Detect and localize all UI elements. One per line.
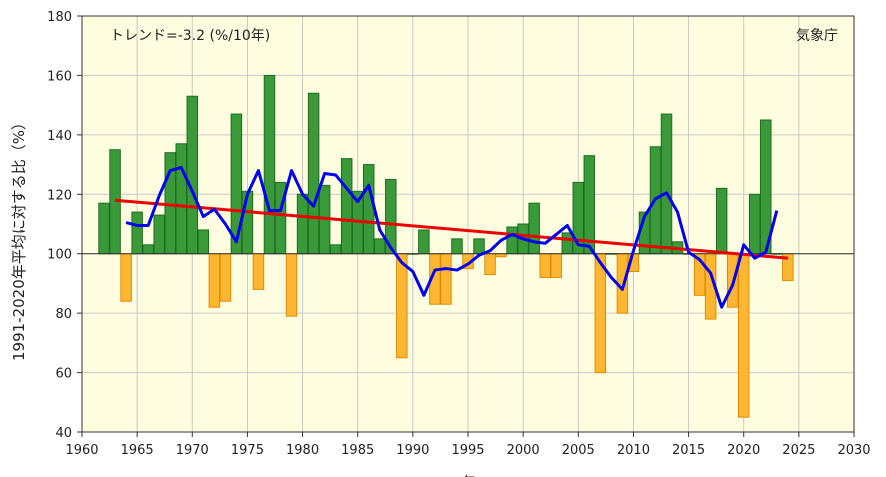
y-tick-label: 80 [55, 307, 72, 322]
x-tick-label: 1980 [286, 443, 319, 458]
bar-1964 [120, 253, 132, 302]
x-tick-label: 2030 [837, 443, 870, 458]
bar-1965 [131, 211, 143, 255]
x-tick-label: 2020 [727, 443, 760, 458]
y-tick-label: 120 [47, 188, 72, 203]
bar-1991 [418, 229, 430, 255]
y-tick-label: 140 [47, 129, 72, 144]
bar-2001 [528, 202, 540, 255]
bar-1996 [473, 238, 485, 255]
x-tick-label: 2025 [782, 443, 815, 458]
bar-1983 [329, 244, 342, 255]
bar-1980 [296, 193, 309, 255]
x-tick-label: 1970 [176, 443, 209, 458]
trend-annotation: トレンド=-3.2 (%/10年) [110, 28, 270, 44]
y-tick-label: 40 [55, 426, 72, 441]
bar-1971 [197, 229, 210, 255]
bar-2002 [539, 253, 551, 278]
bar-1972 [208, 253, 221, 308]
x-tick-label: 2000 [507, 443, 540, 458]
y-tick-label: 100 [47, 248, 72, 263]
x-tick-label: 1985 [341, 443, 374, 458]
bar-1994 [451, 238, 463, 255]
bar-2021 [749, 193, 761, 255]
x-tick-label: 2010 [617, 443, 650, 458]
bar-2018 [715, 187, 728, 255]
bar-1979 [285, 253, 298, 317]
y-tick-label: 160 [47, 69, 72, 84]
x-tick-label: 1965 [121, 443, 154, 458]
x-tick-label: 1995 [451, 443, 484, 458]
bar-1989 [396, 253, 408, 359]
bar-2006 [583, 155, 596, 255]
bar-1973 [219, 253, 232, 302]
bar-2013 [660, 113, 673, 255]
bar-2004 [561, 232, 573, 255]
bar-2020 [737, 253, 750, 418]
bar-1962 [98, 202, 110, 255]
x-tick-label: 1960 [65, 443, 98, 458]
bar-1999 [506, 226, 518, 255]
bar-1969 [175, 143, 187, 255]
bar-2003 [550, 253, 562, 278]
bar-1966 [142, 244, 154, 255]
y-tick-label: 60 [55, 367, 72, 382]
bar-1977 [263, 74, 276, 255]
y-tick-label: 180 [47, 10, 72, 25]
x-tick-label: 1975 [231, 443, 264, 458]
y-axis-label: 1991-2020年平均に対する比（%） [10, 115, 28, 361]
bar-1970 [186, 95, 199, 255]
bar-1976 [252, 253, 265, 290]
moving-average-line [125, 166, 779, 309]
bar-1993 [440, 253, 452, 305]
source-label: 気象庁 [796, 28, 838, 44]
x-axis-label: 年 [462, 475, 475, 477]
x-tick-label: 2005 [562, 443, 595, 458]
y-axis: 40 60 80 100 120 140 160 180 [47, 10, 82, 441]
bar-1967 [153, 214, 165, 255]
bar-1987 [374, 238, 386, 255]
x-tick-label: 1990 [396, 443, 429, 458]
bar-1986 [363, 164, 375, 255]
x-axis: 1960 1965 1970 1975 1980 1985 1990 1995 2000 2005… [65, 432, 871, 458]
bar-2007 [594, 253, 607, 374]
x-tick-label: 2015 [672, 443, 705, 458]
trend-line [114, 198, 788, 260]
bar-1997 [484, 253, 496, 276]
bar-1981 [307, 92, 320, 255]
bar-1974 [230, 113, 243, 255]
bar-1984 [340, 158, 353, 255]
